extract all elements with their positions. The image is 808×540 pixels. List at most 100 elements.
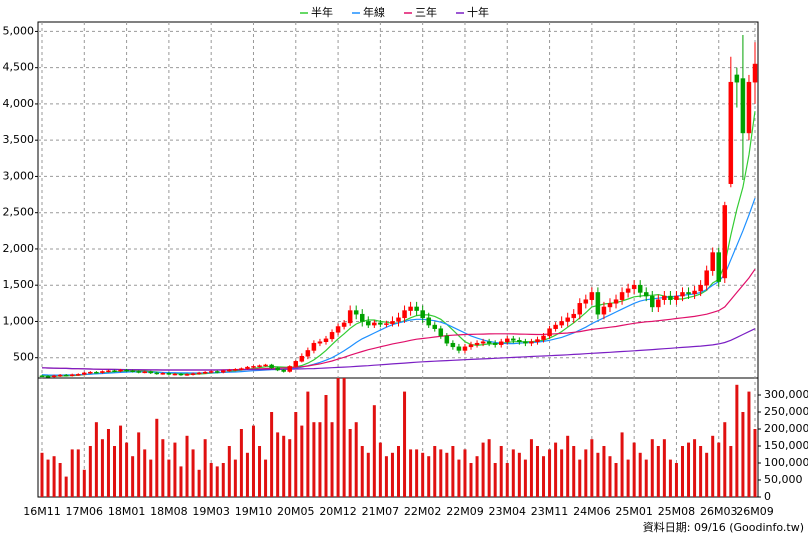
volume-bar bbox=[264, 459, 268, 497]
candle-body bbox=[740, 78, 746, 134]
candle-body bbox=[505, 338, 510, 342]
candle-body bbox=[692, 290, 697, 295]
candle-body bbox=[227, 369, 232, 372]
y-tick-label: 5,000 bbox=[3, 24, 35, 37]
volume-bar bbox=[113, 446, 117, 497]
candle-body bbox=[160, 373, 166, 375]
volume-bar bbox=[372, 405, 376, 497]
candle-body bbox=[402, 310, 407, 319]
volume-bar bbox=[64, 476, 68, 497]
x-tick-label: 24M06 bbox=[573, 505, 611, 518]
candle-body bbox=[233, 369, 238, 371]
volume-bar bbox=[119, 425, 123, 497]
volume-bar bbox=[149, 459, 153, 497]
x-tick-label: 22M09 bbox=[446, 505, 484, 518]
volume-bar bbox=[451, 446, 455, 497]
volume-bar bbox=[82, 469, 86, 497]
volume-bar bbox=[191, 449, 195, 497]
x-tick-label: 18M08 bbox=[150, 505, 188, 518]
volume-bar bbox=[590, 439, 594, 497]
x-tick-label: 19M10 bbox=[235, 505, 273, 518]
y2-tick-label: 50,000 bbox=[764, 473, 803, 486]
y2-tick-label: 0 bbox=[764, 490, 771, 503]
volume-bar bbox=[596, 452, 600, 497]
candle-body bbox=[88, 371, 93, 374]
y2-tick-label: 200,000 bbox=[764, 422, 808, 435]
volume-bar bbox=[233, 459, 237, 497]
candle-body bbox=[275, 367, 280, 371]
legend-label: 十年 bbox=[467, 5, 489, 19]
candle-body bbox=[353, 310, 359, 315]
candle-body bbox=[396, 317, 401, 322]
volume-bar bbox=[741, 412, 745, 497]
volume-bar bbox=[427, 456, 431, 497]
candle-body bbox=[426, 317, 431, 326]
volume-bar bbox=[378, 442, 382, 497]
volume-bar bbox=[566, 435, 570, 497]
candle-body bbox=[178, 373, 184, 376]
volume-bar bbox=[511, 449, 515, 497]
candle-body bbox=[335, 326, 341, 333]
y-tick-label: 2,000 bbox=[3, 242, 35, 255]
candle-body bbox=[631, 284, 637, 290]
candle-body bbox=[643, 292, 649, 297]
candle-body bbox=[112, 370, 117, 372]
volume-bar bbox=[693, 439, 697, 497]
volume-bar bbox=[137, 432, 141, 497]
candle-body bbox=[408, 306, 413, 311]
volume-bar bbox=[384, 456, 388, 497]
candle-body bbox=[420, 310, 425, 319]
x-tick-label: 26M03 bbox=[700, 505, 738, 518]
candle-body bbox=[329, 332, 335, 340]
candle-body bbox=[341, 322, 347, 327]
candle-body bbox=[124, 369, 129, 372]
volume-bar bbox=[487, 439, 491, 497]
candle-body bbox=[63, 374, 69, 377]
candle-body bbox=[82, 372, 87, 375]
volume-bar bbox=[463, 449, 467, 497]
volume-bar bbox=[403, 391, 407, 497]
volume-bar bbox=[342, 378, 346, 497]
volume-bar bbox=[58, 463, 62, 497]
volume-bar bbox=[52, 456, 56, 497]
candle-body bbox=[372, 322, 377, 326]
x-tick-label: 25M01 bbox=[615, 505, 653, 518]
candle-body bbox=[118, 369, 123, 372]
candle-body bbox=[311, 342, 317, 351]
candle-body bbox=[752, 63, 758, 83]
volume-bar bbox=[523, 459, 527, 497]
volume-bar bbox=[554, 442, 558, 497]
candle-body bbox=[577, 303, 583, 315]
x-tick-label: 23M04 bbox=[489, 505, 527, 518]
x-tick-label: 17M06 bbox=[66, 505, 104, 518]
candle-body bbox=[263, 364, 268, 367]
candle-body bbox=[710, 252, 715, 271]
candle-body bbox=[257, 365, 262, 367]
volume-bar bbox=[469, 463, 473, 497]
candle-body bbox=[734, 74, 740, 83]
volume-bar bbox=[717, 442, 721, 497]
footnote: 資料日期: 09/16 (Goodinfo.tw) bbox=[643, 520, 804, 534]
candle-body bbox=[76, 374, 81, 376]
candle-body bbox=[668, 295, 673, 300]
candle-body bbox=[196, 372, 202, 375]
candle-body bbox=[559, 321, 564, 326]
candle-body bbox=[190, 373, 196, 375]
volume-bar bbox=[288, 439, 292, 497]
volume-bar bbox=[173, 442, 177, 497]
x-tick-label: 20M05 bbox=[277, 505, 315, 518]
volume-bar bbox=[687, 442, 691, 497]
candle-body bbox=[221, 370, 226, 373]
volume-bar bbox=[203, 439, 207, 497]
volume-bar bbox=[542, 456, 546, 497]
candle-body bbox=[130, 370, 135, 372]
volume-bar bbox=[155, 418, 159, 497]
candle-body bbox=[39, 375, 45, 378]
candle-body bbox=[486, 341, 492, 344]
candle-body bbox=[511, 338, 516, 341]
volume-bar bbox=[548, 449, 552, 497]
x-tick-label: 26M09 bbox=[736, 505, 774, 518]
volume-bar bbox=[270, 412, 274, 497]
candle-body bbox=[390, 321, 395, 324]
x-tick-label: 20M12 bbox=[319, 505, 357, 518]
